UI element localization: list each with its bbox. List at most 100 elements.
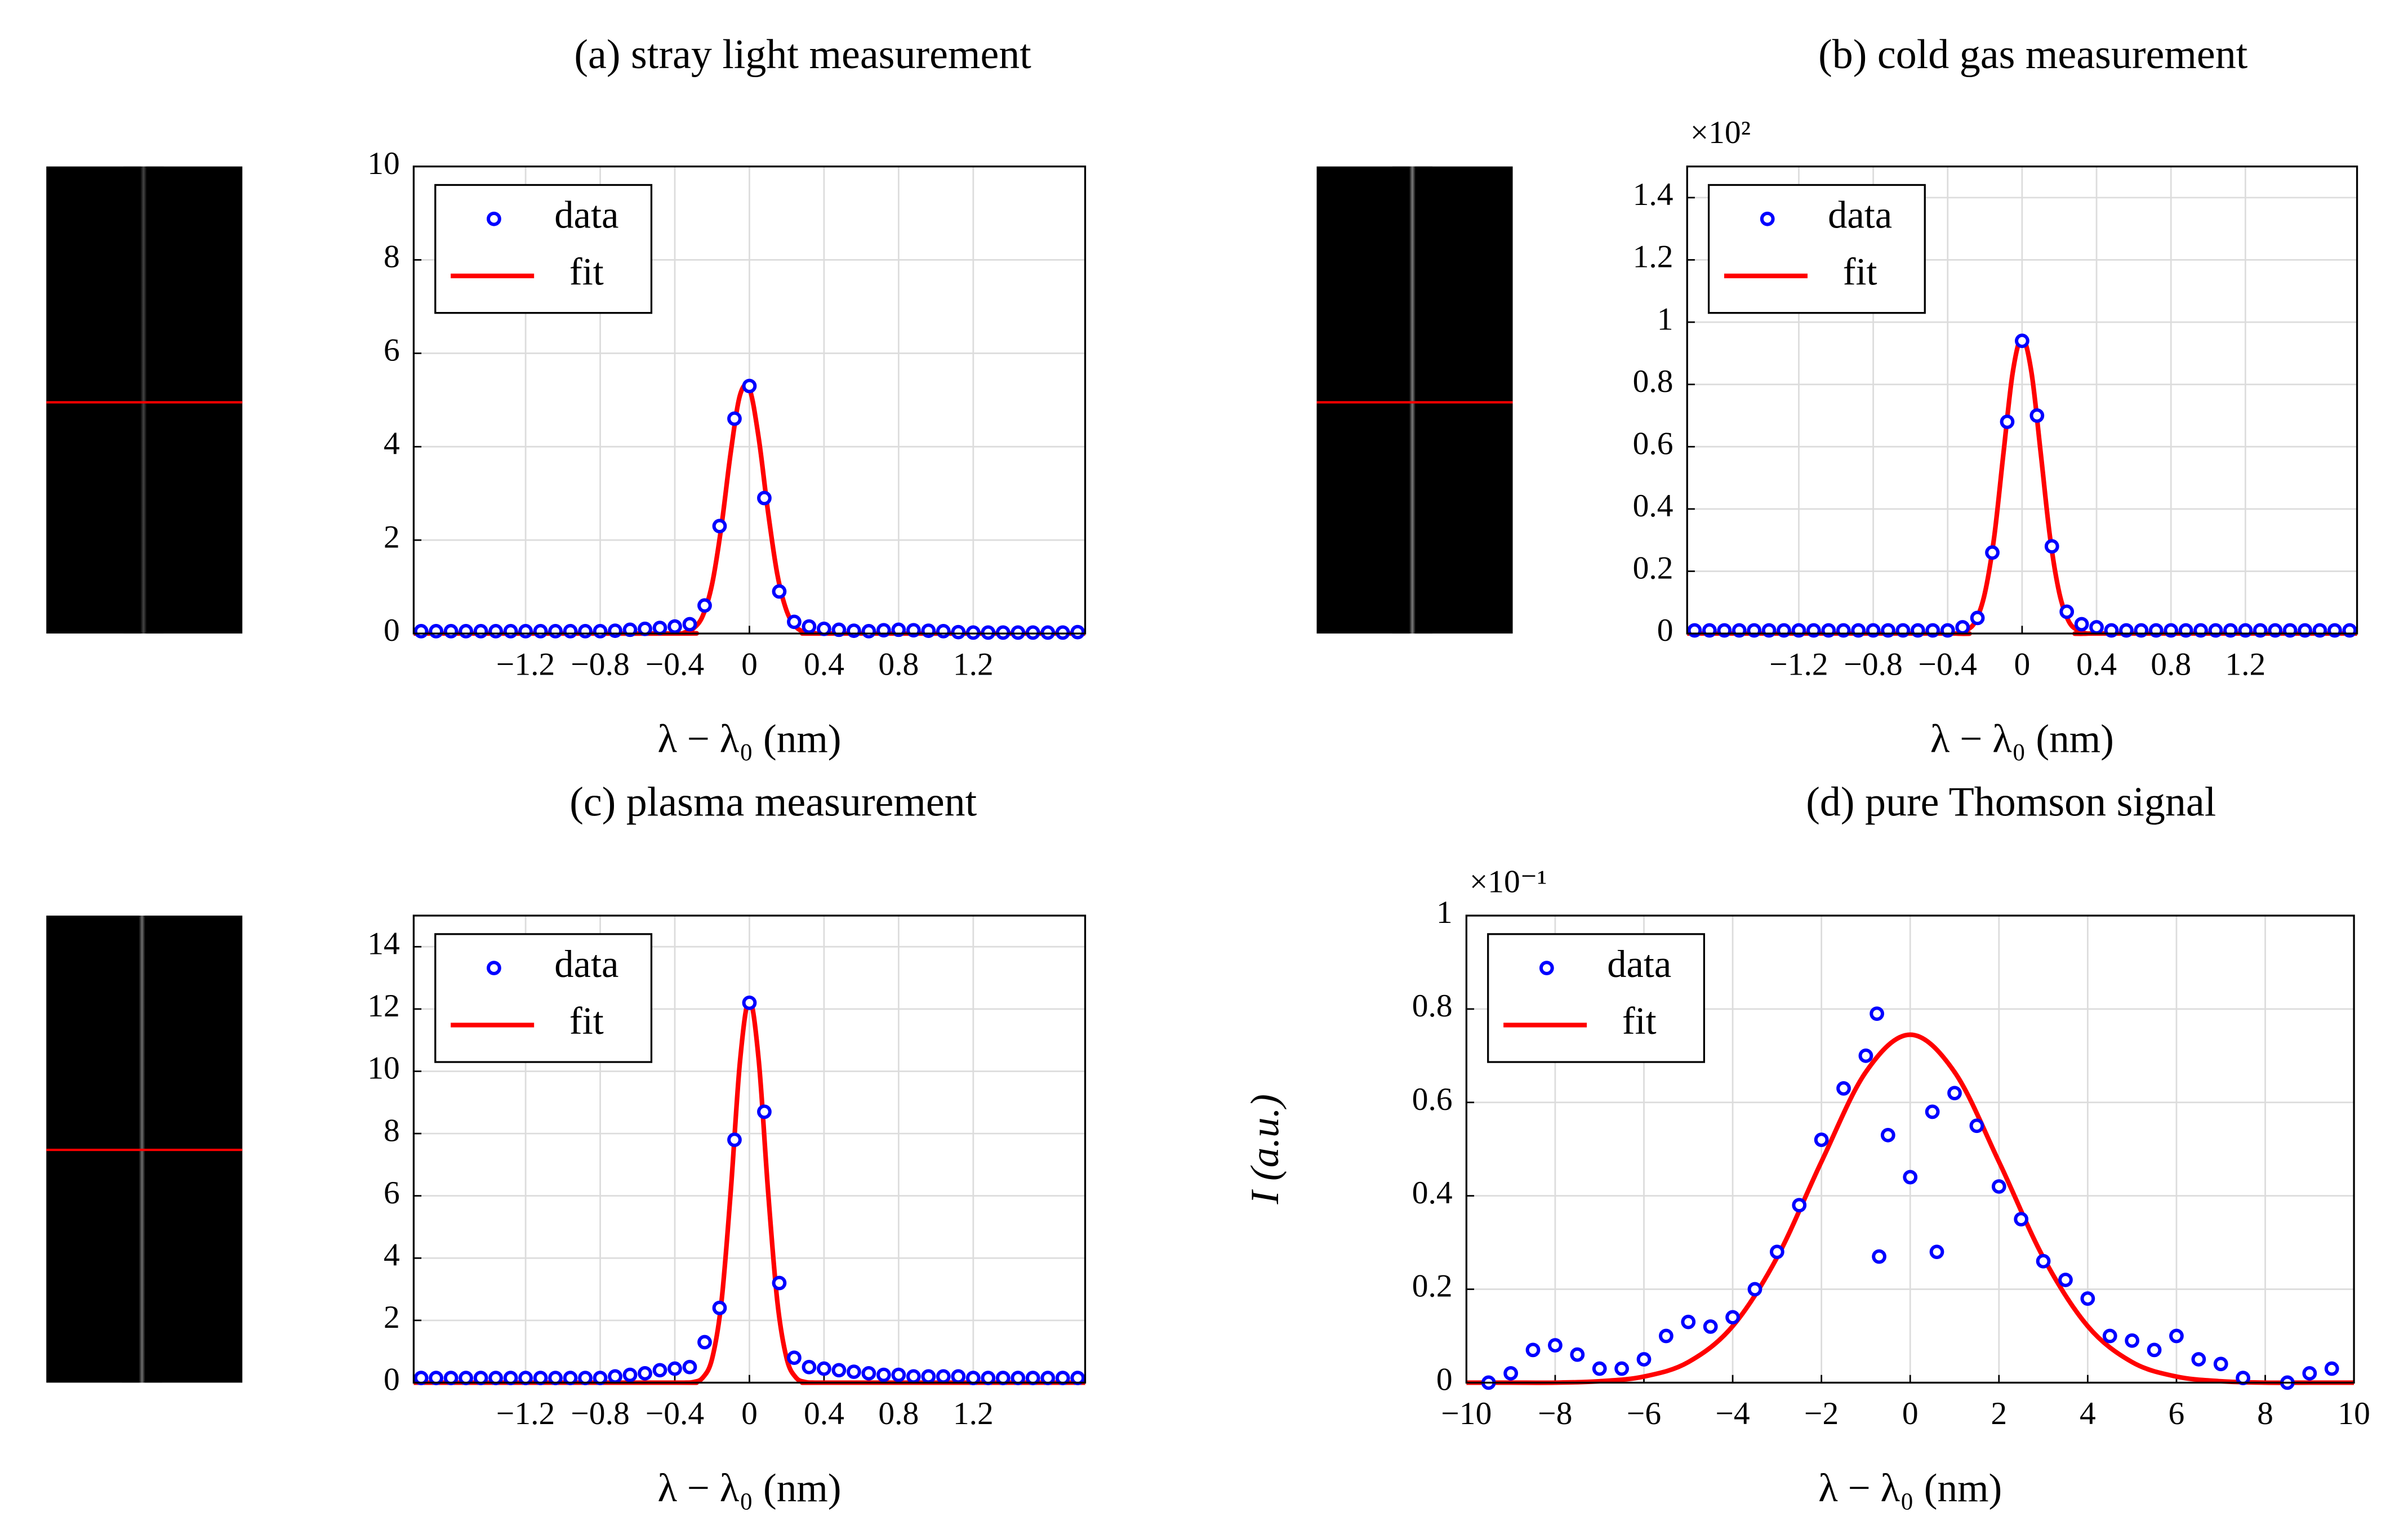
x-tick-label: −0.8: [571, 1396, 629, 1431]
x-tick-label: 4: [2080, 1396, 2096, 1431]
data-point: [1503, 1366, 1519, 1381]
data-point: [742, 378, 757, 394]
data-point: [652, 621, 667, 635]
data-point: [1070, 624, 1085, 640]
data-point: [831, 622, 847, 637]
data-point: [891, 1367, 906, 1382]
data-point: [667, 619, 682, 634]
y-tick-label: 8: [384, 239, 400, 275]
data-point: [921, 623, 936, 638]
data-point: [548, 624, 563, 639]
data-point: [1040, 625, 1056, 640]
data-point: [1985, 545, 2000, 560]
y-tick-label: 14: [367, 926, 400, 962]
data-point: [1925, 1104, 1940, 1119]
data-point: [772, 1275, 787, 1291]
data-point: [965, 625, 981, 640]
x-tick-label: 1.2: [2225, 647, 2265, 682]
data-point: [1969, 1118, 1984, 1134]
plot-area: [1466, 1032, 2354, 1385]
data-point: [2302, 1366, 2317, 1381]
data-point: [2000, 414, 2015, 429]
data-point: [413, 624, 429, 639]
x-tick-label: 0: [741, 647, 758, 682]
data-point: [2036, 1253, 2051, 1269]
y-tick-label: 0.6: [1633, 426, 1673, 462]
legend-box: [1707, 184, 1926, 314]
x-tick-label: 8: [2257, 1396, 2273, 1431]
data-point: [831, 1363, 847, 1378]
legend: data fit: [1707, 184, 1926, 314]
subplot-title: (c) plasma measurement: [569, 779, 977, 825]
legend-marker: [1539, 961, 1554, 975]
data-point: [2147, 1342, 2162, 1358]
data-point: [1592, 1361, 1607, 1376]
data-point: [473, 624, 488, 639]
thumbnail-a: [46, 166, 243, 634]
legend-label: data: [554, 943, 618, 985]
data-point: [712, 519, 727, 534]
data-point: [1836, 1081, 1851, 1096]
y-tick-label: 0.8: [1412, 988, 1453, 1024]
y-tick-label: 10: [367, 146, 400, 181]
subplot: (c) plasma measurement −1.2 −0.8 −0.4 0 0.4 0.…: [367, 779, 1087, 1510]
y-tick-label: 1: [1657, 301, 1673, 337]
data-point: [921, 1369, 936, 1384]
data-point: [1570, 1347, 1585, 1362]
data-point: [757, 1104, 772, 1119]
legend-box: [1487, 933, 1706, 1063]
data-point: [1769, 1244, 1784, 1260]
data-point: [2080, 1291, 2095, 1306]
y-tick-label: 2: [384, 1300, 400, 1335]
data-point: [2089, 620, 2104, 635]
data-point: [533, 624, 548, 639]
data-point: [847, 623, 861, 638]
data-point: [488, 624, 503, 639]
data-point: [1055, 625, 1070, 640]
data-point: [1903, 1170, 1918, 1185]
data-point: [742, 995, 757, 1010]
data-point: [518, 624, 533, 639]
thumbnail-c: [46, 916, 243, 1383]
data-point: [891, 622, 906, 637]
legend: data fit: [1487, 933, 1706, 1063]
data-point: [2015, 333, 2029, 349]
y-tick-label: 0: [1436, 1362, 1453, 1398]
subplot: (d) pure Thomson signal −10 −8 −6 −4 −2 0 2 4 6 8 1…: [1243, 779, 2370, 1510]
data-point: [1525, 1342, 1541, 1358]
fit-line: [1466, 1032, 2354, 1385]
subplot-title: (a) stray light measurement: [574, 31, 1031, 77]
x-tick-label: 0: [1902, 1396, 1919, 1431]
x-tick-label: −2: [1804, 1396, 1839, 1431]
x-tick-label: −0.8: [1844, 647, 1902, 682]
data-point: [1947, 1086, 1962, 1101]
data-point: [578, 624, 593, 639]
data-point: [1011, 625, 1026, 640]
x-tick-label: −4: [1715, 1396, 1750, 1431]
subplot: (a) stray light measurement −1.2 −0.8 −0.4 0…: [367, 31, 1087, 761]
data-point: [802, 619, 817, 634]
data-point: [1636, 1352, 1652, 1367]
legend-label: fit: [1843, 251, 1877, 293]
x-tick-label: 10: [2338, 1396, 2370, 1431]
data-point: [503, 624, 518, 639]
data-point: [1955, 620, 1970, 635]
data-point: [667, 1361, 682, 1376]
x-tick-label: 0.4: [804, 647, 844, 682]
y-tick-label: 0: [1657, 613, 1673, 648]
data-point: [1872, 1249, 1886, 1264]
y-tick-label: 12: [367, 988, 400, 1024]
y-tick-label: 0.4: [1412, 1175, 1453, 1211]
y-tick-label: 0.4: [1633, 488, 1673, 524]
data-point: [1792, 1198, 1807, 1213]
legend-label: data: [1828, 193, 1892, 236]
legend-marker: [487, 961, 501, 975]
data-point: [2324, 1361, 2339, 1376]
data-point: [1880, 1127, 1895, 1143]
data-point: [936, 1369, 951, 1384]
x-tick-label: 0: [2014, 647, 2031, 682]
y-multiplier: ×10²: [1690, 115, 1751, 150]
plot-frame: [412, 165, 1087, 635]
